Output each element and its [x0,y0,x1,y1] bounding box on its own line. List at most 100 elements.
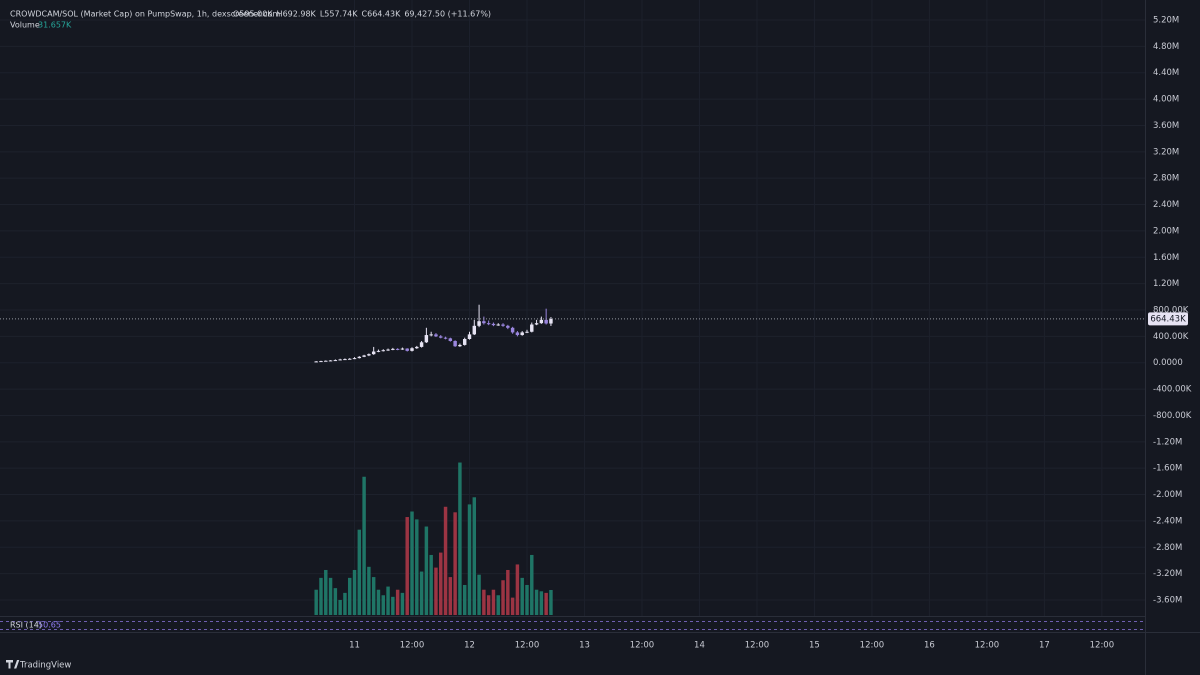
x-tick-label: 16 [924,641,935,651]
x-tick-label: 12:00 [745,641,770,651]
candle [496,323,500,326]
candle [525,329,529,334]
candle [338,358,342,361]
candle [506,324,510,330]
candle [410,347,414,352]
volume-bar [515,564,520,615]
candle-body [328,360,333,362]
candle-body [405,348,409,351]
candle-body [314,361,318,363]
candle-body [324,360,328,362]
x-tick-label: 14 [694,641,705,651]
candle-body [338,359,342,361]
candle [314,361,318,363]
candle [448,337,453,342]
brand-logo [6,660,20,669]
candle [491,322,496,327]
brand: TradingView [6,660,71,671]
y-tick-label: 4.80M [1153,42,1179,52]
candle-body [434,334,438,337]
x-tick-label: 15 [809,641,820,651]
candle [381,349,385,352]
volume-bar [391,596,395,615]
candle-body [549,318,553,324]
volume-bar [482,589,486,615]
y-tick-label: -800.00K [1153,411,1192,421]
x-tick-label: 12 [464,641,475,651]
candle [429,331,433,337]
y-tick-label: 2.80M [1153,174,1179,184]
volume-bar [371,577,376,615]
volume-bar [453,512,457,615]
y-tick-label: 3.20M [1153,147,1179,157]
chart-title: CROWDCAM/SOL (Market Cap) on PumpSwap, 1… [10,10,281,19]
rsi-value: 50.65 [38,621,61,630]
volume-bar [319,577,323,615]
volume-bar [491,589,496,615]
volume-bar [530,554,534,615]
candle-body [381,350,385,352]
candle [539,316,544,324]
volume-bar [400,592,405,615]
x-tick-label: 12:00 [1090,641,1115,651]
y-tick-label: -2.00M [1153,490,1182,500]
candle [371,346,376,355]
x-tick-label: 12:00 [860,641,885,651]
candle-body [506,325,510,328]
volume-bar [343,592,347,615]
brand-name: TradingView [19,661,71,671]
candle-body [477,321,481,326]
candle-body [544,319,548,324]
candle-body [439,336,443,338]
volume-bar [472,497,477,615]
candle [357,356,362,359]
volume-bar [338,599,342,615]
candle [319,360,323,363]
y-tick-label: -400.00K [1153,385,1192,395]
volume-bar [501,580,505,615]
volume-bar [381,595,385,615]
candle-body [367,354,371,356]
y-tick-label: -3.60M [1153,596,1182,606]
candle [405,348,409,352]
volume-bar [477,574,481,615]
y-tick-label: 400.00K [1153,332,1189,342]
ohlc-field: C664.43K [362,10,402,19]
last-price-tag [1148,312,1188,326]
candle-body [386,349,390,351]
x-tick-label: 12:00 [515,641,540,651]
candle [443,336,448,340]
y-tick-label: -3.20M [1153,569,1182,579]
candle [348,358,352,360]
x-tick-label: 11 [349,641,360,651]
candle-body [443,337,448,339]
x-tick-label: 17 [1039,641,1050,651]
volume-bar [539,591,544,615]
candle [477,304,481,328]
last-price-label: 664.43K [1150,314,1186,324]
volume-bar [324,569,328,615]
candle [472,319,477,336]
volume-bar [367,566,371,615]
x-tick-label: 12:00 [400,641,425,651]
candle [467,331,472,340]
y-tick-label: 1.20M [1153,279,1179,289]
candle [391,347,395,351]
volume-bar [486,595,491,615]
volume-bar [376,589,381,615]
candle-body [530,324,534,332]
candle-body [410,348,414,351]
candle-body [352,358,357,360]
volume-bar [458,462,462,615]
candle [501,323,505,327]
candle-body [491,323,496,326]
volume-bar [525,584,529,615]
ohlc-field: L557.74K [320,10,358,19]
candle-body [400,348,405,350]
candle-body [501,324,505,326]
volume-bar [348,577,352,615]
x-tick-label: 12:00 [630,641,655,651]
candle-body [467,334,472,339]
candle [333,359,338,362]
